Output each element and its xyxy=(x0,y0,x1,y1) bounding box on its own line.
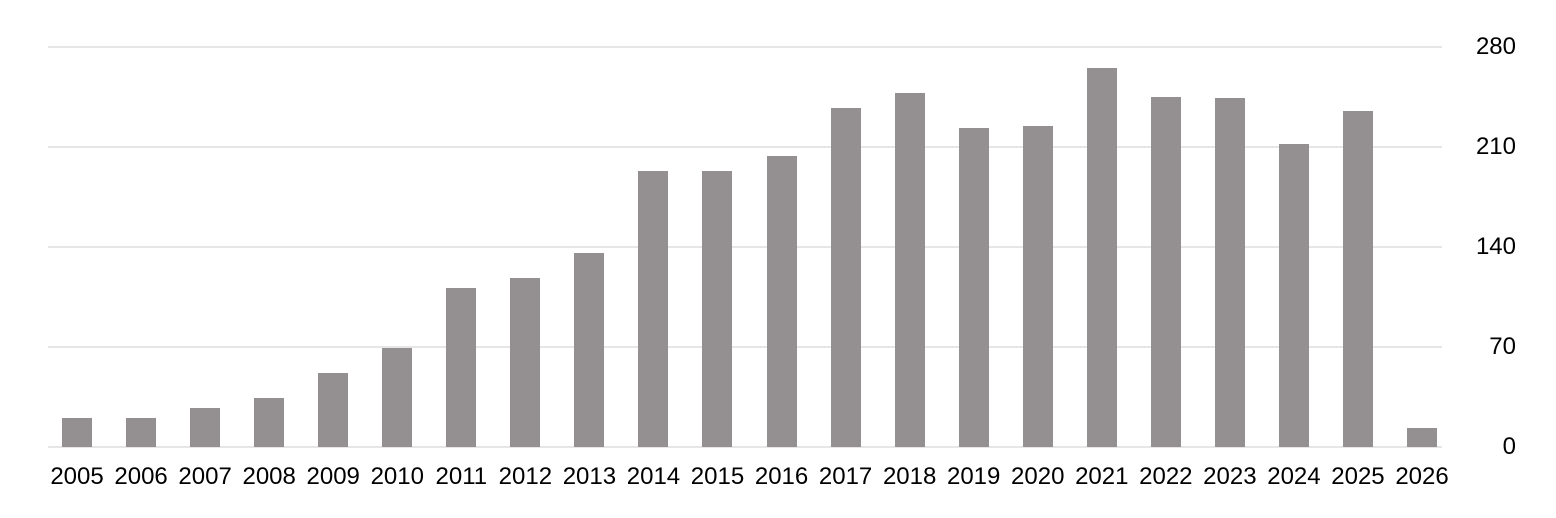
bar-slot-2025 xyxy=(1326,47,1390,447)
gridline-y-0 xyxy=(48,446,1442,448)
x-axis-label-2017: 2017 xyxy=(818,463,873,490)
bar-slot-2019 xyxy=(942,47,1006,447)
x-axis-label-2013: 2013 xyxy=(562,463,617,490)
bar-slot-2006 xyxy=(109,47,173,447)
bars-layer xyxy=(45,47,1454,447)
bar-slot-2023 xyxy=(1198,47,1262,447)
bar-2009 xyxy=(318,372,349,447)
bar-2013 xyxy=(574,252,605,447)
bar-2010 xyxy=(382,348,413,447)
bar-2026 xyxy=(1407,428,1437,447)
gridlines-layer xyxy=(48,46,1442,448)
x-axis-label-2014: 2014 xyxy=(626,463,681,490)
bar-slot-2022 xyxy=(1134,47,1198,447)
bar-slot-2007 xyxy=(173,47,237,447)
x-axis-labels: 2005 2006 2007 2008 2009 2010 2011 2012 2013 2014… xyxy=(45,462,1454,492)
bar-2006 xyxy=(126,418,157,447)
x-axis-label-2020: 2020 xyxy=(1011,463,1065,490)
bar-2017 xyxy=(830,108,861,447)
x-axis-label-2019: 2019 xyxy=(946,463,1001,490)
x-axis-label-2008: 2008 xyxy=(242,463,296,490)
bar-slot-2016 xyxy=(750,47,814,447)
bar-slot-2012 xyxy=(493,47,557,447)
bar-slot-2013 xyxy=(557,47,621,447)
bar-2007 xyxy=(190,408,221,447)
bar-slot-2011 xyxy=(429,47,493,447)
bar-2015 xyxy=(702,171,733,447)
x-axis-label-2026: 2026 xyxy=(1395,463,1449,490)
bar-slot-2014 xyxy=(621,47,685,447)
bar-slot-2010 xyxy=(365,47,429,447)
x-axis-label-2021: 2021 xyxy=(1075,463,1129,490)
x-axis-label-2018: 2018 xyxy=(882,463,937,490)
bar-2020 xyxy=(1022,125,1053,447)
bar-slot-2020 xyxy=(1006,47,1070,447)
bar-2014 xyxy=(638,171,669,447)
x-axis-label-2015: 2015 xyxy=(690,463,745,490)
bar-2021 xyxy=(1086,68,1117,447)
x-axis-label-2010: 2010 xyxy=(370,463,424,490)
bar-slot-2026 xyxy=(1390,47,1454,447)
bar-2005 xyxy=(62,418,93,447)
bar-slot-2021 xyxy=(1070,47,1134,447)
bar-2022 xyxy=(1150,97,1181,447)
bar-2018 xyxy=(894,92,925,447)
bar-2025 xyxy=(1342,111,1373,447)
gridline-y-210 xyxy=(48,146,1442,148)
bar-slot-2009 xyxy=(301,47,365,447)
x-axis-label-2005: 2005 xyxy=(50,463,104,490)
bar-slot-2018 xyxy=(878,47,942,447)
x-axis-label-2022: 2022 xyxy=(1139,463,1193,490)
bar-slot-2024 xyxy=(1262,47,1326,447)
x-axis-label-2006: 2006 xyxy=(114,463,168,490)
x-axis-label-2009: 2009 xyxy=(306,463,360,490)
x-axis-label-2025: 2025 xyxy=(1331,463,1385,490)
x-axis-label-2016: 2016 xyxy=(754,463,809,490)
bar-2012 xyxy=(510,278,541,447)
bar-2008 xyxy=(254,398,285,447)
x-axis-label-2012: 2012 xyxy=(498,463,553,490)
bar-2023 xyxy=(1214,98,1245,447)
bar-2016 xyxy=(766,155,797,447)
x-axis-label-2007: 2007 xyxy=(178,463,232,490)
bar-2019 xyxy=(958,128,989,447)
bar-slot-2005 xyxy=(45,47,109,447)
x-axis-label-2011: 2011 xyxy=(435,463,488,490)
gridline-y-70 xyxy=(48,346,1442,348)
bar-slot-2017 xyxy=(814,47,878,447)
gridline-y-280 xyxy=(48,46,1442,48)
bar-slot-2008 xyxy=(237,47,301,447)
bar-slot-2015 xyxy=(685,47,749,447)
bar-2024 xyxy=(1278,144,1309,447)
x-axis-label-2024: 2024 xyxy=(1267,463,1321,490)
bar-2011 xyxy=(446,288,477,447)
x-axis-label-2023: 2023 xyxy=(1203,463,1257,490)
gridline-y-140 xyxy=(48,246,1442,248)
